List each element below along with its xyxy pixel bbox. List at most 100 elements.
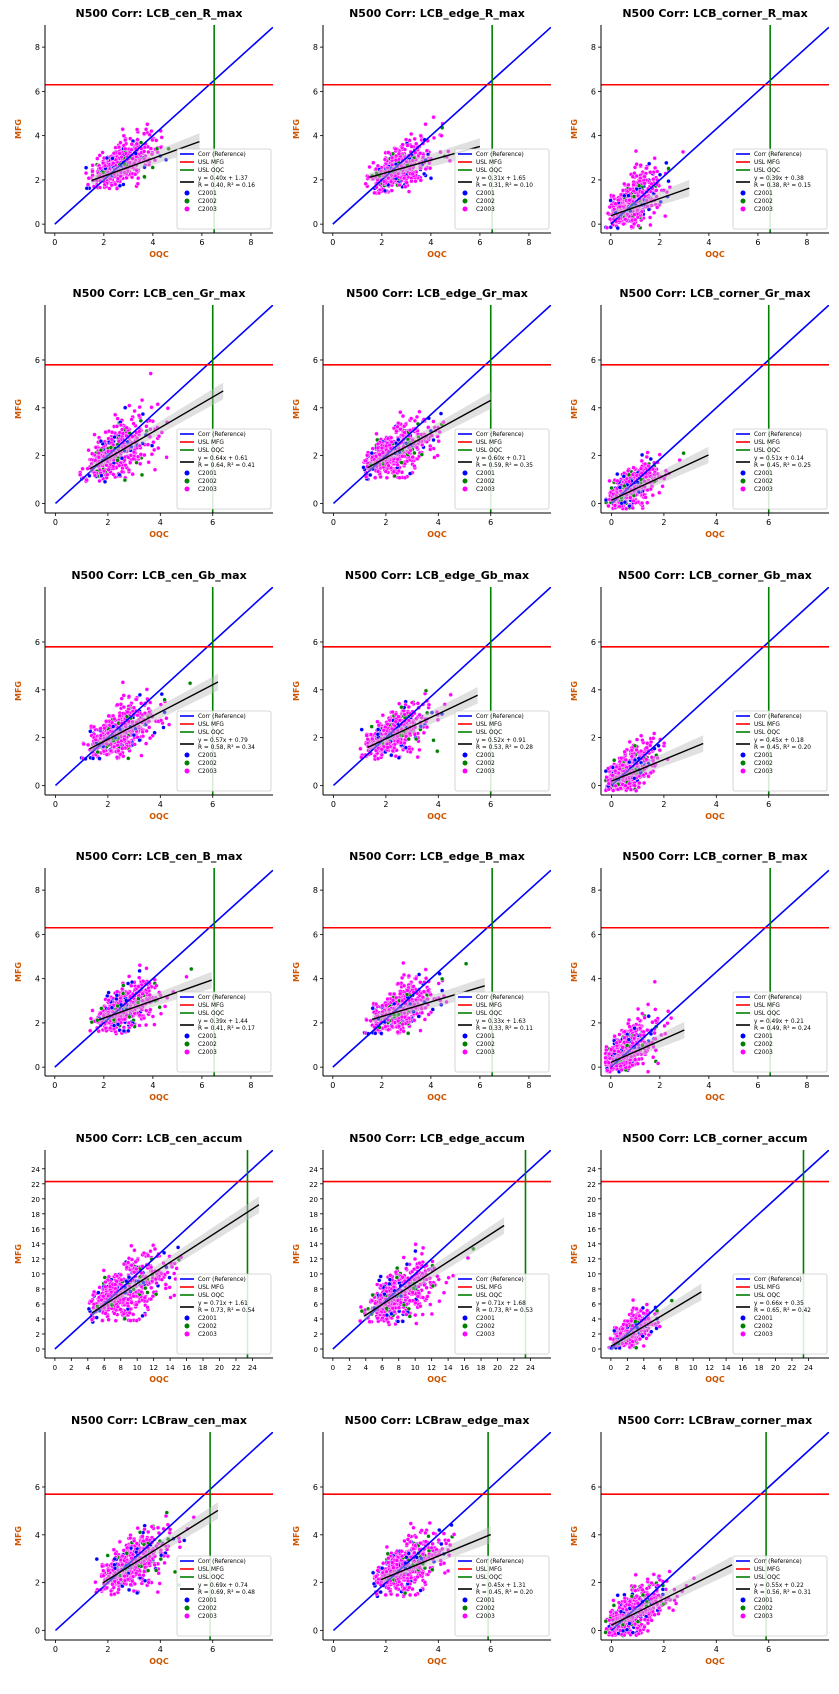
scatter-point (398, 183, 402, 187)
scatter-point (409, 417, 413, 421)
scatter-point (142, 149, 146, 153)
scatter-point (403, 476, 407, 480)
scatter-point (409, 750, 413, 754)
scatter-point (111, 161, 115, 165)
legend-label: C2003 (476, 487, 495, 493)
scatter-point (149, 129, 153, 133)
scatter-point (364, 459, 368, 463)
subplot-title: N500 Corr: LCB_cen_R_max (76, 7, 243, 20)
legend-swatch-dot (185, 479, 190, 484)
legend-label: C2001 (198, 753, 217, 759)
scatter-point (156, 402, 160, 406)
legend-label: USL OQC (476, 168, 502, 174)
scatter-point (637, 184, 641, 188)
legend-swatch-dot (185, 191, 190, 196)
x-axis-label: OQC (427, 812, 447, 821)
scatter-point (136, 182, 140, 186)
scatter-point (85, 186, 89, 190)
scatter-point (127, 694, 131, 698)
scatter-point (115, 703, 119, 707)
scatter-point (93, 433, 97, 437)
scatter-point (132, 733, 136, 737)
scatter-point (379, 475, 383, 479)
scatter-point (151, 440, 155, 444)
scatter-point (132, 706, 136, 710)
scatter-point (394, 754, 398, 758)
scatter-point (654, 188, 658, 192)
scatter-point (630, 748, 634, 752)
x-tick-label: 4 (436, 800, 441, 809)
scatter-point (358, 747, 362, 751)
scatter-point (640, 459, 644, 463)
scatter-point (145, 122, 149, 126)
legend-swatch-dot (741, 207, 746, 212)
scatter-point (440, 134, 444, 138)
legend-swatch-dot (741, 471, 746, 476)
scatter-point (632, 222, 636, 226)
y-tick-label: 6 (591, 356, 596, 365)
legend-swatch-dot (463, 479, 468, 484)
scatter-point (410, 145, 414, 149)
legend-frame (733, 429, 827, 509)
legend-swatch-dot (741, 199, 746, 204)
legend-swatch-dot (463, 487, 468, 492)
scatter-point (415, 415, 419, 419)
scatter-point (117, 439, 121, 443)
legend-label: C2001 (476, 753, 495, 759)
scatter-point (162, 726, 166, 730)
legend-label: Corr (Reference) (476, 152, 524, 158)
scatter-point (402, 424, 406, 428)
scatter-point (637, 781, 641, 785)
legend-frame (733, 149, 827, 229)
y-tick-label: 0 (35, 499, 40, 508)
scatter-point (416, 701, 420, 705)
scatter-point (95, 157, 99, 161)
scatter-point (413, 137, 417, 141)
scatter-point (370, 451, 374, 455)
scatter-point (122, 737, 126, 741)
scatter-point (119, 423, 123, 427)
scatter-point (397, 152, 401, 156)
scatter-point (115, 755, 119, 759)
y-tick-label: 2 (313, 734, 318, 743)
scatter-point (88, 729, 92, 733)
scatter-point (93, 473, 97, 477)
scatter-point (389, 753, 393, 757)
x-tick-label: 0 (331, 518, 336, 527)
scatter-point (604, 498, 608, 502)
scatter-point (362, 465, 366, 469)
scatter-point (122, 693, 126, 697)
scatter-point (615, 479, 619, 483)
scatter-point (638, 179, 642, 183)
scatter-point (150, 405, 154, 409)
scatter-point (394, 147, 398, 151)
scatter-point (360, 728, 364, 732)
x-tick-label: 4 (428, 238, 433, 247)
scatter-point (658, 748, 662, 752)
scatter-point (635, 738, 639, 742)
scatter-point (78, 473, 82, 477)
legend-label: C2002 (476, 199, 495, 205)
scatter-point (115, 424, 119, 428)
y-axis-label: MFG (570, 399, 579, 419)
legend-label: USL MFG (198, 722, 224, 728)
scatter-point (160, 692, 164, 696)
scatter-point (98, 166, 102, 170)
scatter-point (145, 729, 149, 733)
scatter-point (628, 198, 632, 202)
scatter-point (111, 156, 115, 160)
scatter-point (90, 452, 94, 456)
scatter-point (102, 469, 106, 473)
scatter-point (156, 446, 160, 450)
legend-label: C2003 (198, 769, 217, 775)
scatter-point (647, 774, 651, 778)
scatter-point (681, 150, 685, 154)
scatter-point (147, 460, 151, 464)
